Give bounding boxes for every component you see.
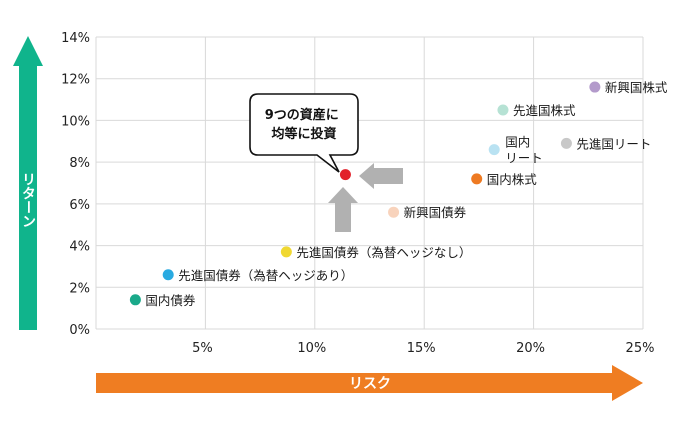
y-tick-label: 14%	[61, 31, 90, 46]
risk-arrow-shape	[96, 365, 643, 401]
data-point-label: 新興国債券	[404, 205, 467, 220]
y-tick-label: 2%	[69, 281, 90, 296]
equal-weight-portfolio-point	[339, 169, 351, 181]
data-point-label: 国内株式	[487, 172, 538, 187]
y-tick-label: 8%	[69, 156, 90, 171]
data-point	[129, 294, 141, 306]
return-axis-arrow: リターン	[13, 36, 43, 330]
data-point-label: 先進国債券（為替ヘッジあり）	[178, 268, 353, 283]
y-tick-label: 12%	[61, 73, 90, 88]
data-point	[162, 269, 174, 281]
data-point	[471, 173, 483, 185]
data-points: 国内債券 先進国債券（為替ヘッジあり） 先進国債券（為替ヘッジなし） 新興国債券 国内株…	[129, 80, 668, 308]
risk-axis-title: リスク	[349, 376, 391, 392]
y-tick-label: 4%	[69, 240, 90, 255]
data-point-label: 先進国リート	[576, 136, 651, 151]
y-tick-label: 6%	[69, 198, 90, 213]
x-axis-ticks: 5% 10% 15% 20% 25%	[192, 341, 654, 356]
y-tick-label: 10%	[61, 114, 90, 129]
y-tick-label: 0%	[69, 323, 90, 338]
callout-line-2: 均等に投資	[271, 126, 336, 142]
data-point-label: 先進国債券（為替ヘッジなし）	[296, 245, 471, 260]
x-tick-label: 25%	[626, 341, 655, 356]
data-point	[488, 144, 500, 156]
return-arrow-shape	[13, 36, 43, 330]
data-point	[388, 206, 400, 218]
callout-line-1: 9つの資産に	[265, 107, 339, 123]
pointer-arrows	[328, 163, 403, 232]
data-point-label: 国内債券	[145, 293, 196, 308]
callout-bubble: 9つの資産に 均等に投資	[249, 93, 359, 173]
data-point-label-line: リート	[505, 151, 543, 166]
callout-shape	[249, 93, 359, 173]
data-point-label-line: 国内	[505, 135, 530, 150]
grid	[95, 36, 644, 330]
data-point	[560, 137, 572, 149]
return-axis-title: リターン	[20, 172, 36, 228]
y-axis-ticks: 0% 2% 4% 6% 8% 10% 12% 14%	[61, 31, 90, 338]
data-point	[589, 81, 601, 93]
risk-axis-arrow: リスク	[96, 365, 643, 401]
x-tick-label: 15%	[407, 341, 436, 356]
data-point-label: 先進国株式	[513, 103, 576, 118]
data-point	[497, 104, 509, 116]
x-tick-label: 5%	[192, 341, 213, 356]
x-tick-label: 20%	[516, 341, 545, 356]
left-pointer-arrow	[359, 163, 403, 189]
data-point-label: 国内リート	[505, 135, 543, 166]
up-pointer-arrow	[328, 187, 358, 232]
data-point	[280, 246, 292, 258]
data-point-label: 新興国株式	[605, 80, 668, 95]
callout-text: 9つの資産に 均等に投資	[265, 107, 344, 142]
x-tick-label: 10%	[297, 341, 326, 356]
